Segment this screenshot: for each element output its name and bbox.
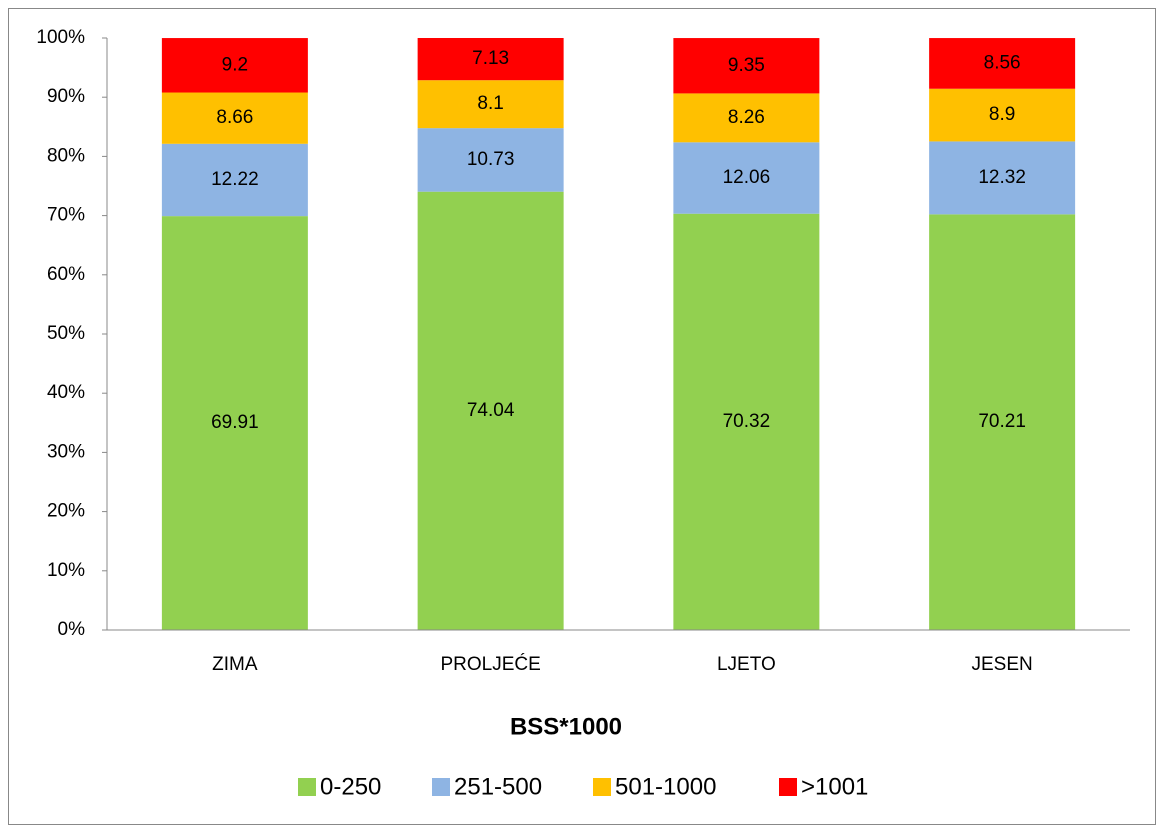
bar-segment: [161, 216, 308, 630]
bar-segment: [161, 92, 308, 144]
data-label: 9.2: [222, 54, 248, 75]
bar-segment: [161, 38, 308, 93]
bar-segment: [417, 38, 564, 81]
data-label: 74.04: [467, 400, 515, 421]
legend-label: 501-1000: [615, 773, 716, 800]
data-label: 12.32: [978, 167, 1026, 188]
x-tick-label: PROLJEĆE: [440, 653, 540, 675]
data-label: 9.35: [728, 55, 765, 76]
bar-segment: [929, 141, 1076, 215]
data-label: 69.91: [211, 412, 259, 433]
bar-segment: [673, 142, 820, 214]
x-tick-label: ZIMA: [212, 654, 258, 675]
legend-label: 251-500: [454, 773, 542, 800]
y-tick-label: 80%: [47, 145, 85, 166]
y-tick-label: 0%: [58, 619, 86, 640]
data-label: 70.32: [723, 411, 771, 432]
data-label: 8.1: [477, 93, 503, 114]
data-label: 8.26: [728, 107, 765, 128]
y-tick-label: 100%: [36, 27, 85, 48]
x-tick-label: LJETO: [717, 654, 776, 675]
data-label: 70.21: [978, 411, 1026, 432]
legend-label: >1001: [801, 773, 868, 800]
bar-segment: [673, 93, 820, 143]
y-tick-label: 40%: [47, 382, 85, 403]
x-tick-label: JESEN: [972, 654, 1033, 675]
legend-swatch: [593, 778, 611, 796]
bar-segment: [417, 128, 564, 192]
y-tick-label: 30%: [47, 441, 85, 462]
bar-segment: [673, 38, 820, 94]
data-label: 8.66: [216, 107, 253, 128]
data-label: 12.22: [211, 169, 259, 190]
y-tick-label: 20%: [47, 501, 85, 522]
data-label: 12.06: [723, 167, 771, 188]
bar-segment: [929, 38, 1076, 89]
y-tick-label: 70%: [47, 205, 85, 226]
bar-segment: [161, 143, 308, 217]
y-tick-label: 10%: [47, 560, 85, 581]
bar-segment: [673, 213, 820, 630]
data-label: 8.56: [984, 52, 1021, 73]
bar-segment: [417, 191, 564, 630]
y-tick-label: 60%: [47, 264, 85, 285]
bar-segment: [929, 88, 1076, 142]
y-tick-label: 90%: [47, 86, 85, 107]
y-tick-label: 50%: [47, 323, 85, 344]
x-axis-title: BSS*1000: [510, 713, 622, 740]
legend-swatch: [779, 778, 797, 796]
data-label: 7.13: [472, 48, 509, 69]
legend-swatch: [432, 778, 450, 796]
data-label: 8.9: [989, 104, 1015, 125]
legend-label: 0-250: [320, 773, 381, 800]
data-label: 10.73: [467, 149, 515, 170]
bar-segment: [417, 80, 564, 129]
legend-swatch: [298, 778, 316, 796]
bar-segment: [929, 214, 1076, 630]
